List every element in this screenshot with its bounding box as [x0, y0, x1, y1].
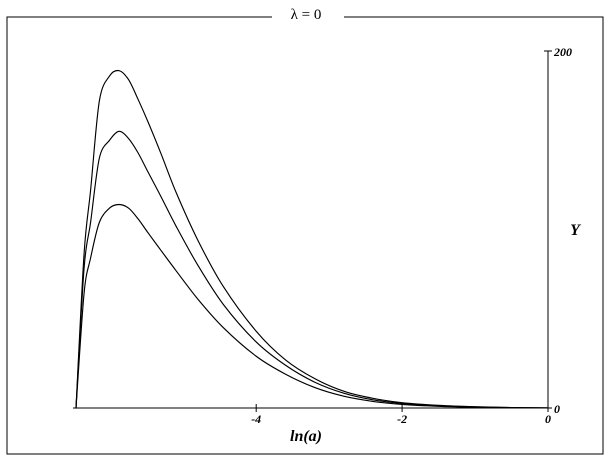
y-axis-label: Y — [570, 222, 581, 239]
title-backing — [272, 5, 344, 23]
x-tick-label: -2 — [397, 412, 407, 426]
x-tick-label: -4 — [251, 412, 261, 426]
y-ticks: 0 200 — [544, 45, 572, 416]
series-line — [75, 203, 549, 409]
x-ticks: -4 -2 0 — [251, 404, 551, 426]
chart-title: λ = 0 — [291, 7, 322, 23]
series-layer — [75, 69, 549, 409]
y-tick-label: 0 — [554, 402, 560, 416]
series-line — [75, 130, 549, 409]
x-axis-label: ln(a) — [290, 428, 322, 445]
y-tick-label: 200 — [553, 45, 572, 59]
x-tick-label: 0 — [545, 412, 551, 426]
series-line — [75, 69, 549, 409]
plot-frame — [6, 16, 604, 455]
